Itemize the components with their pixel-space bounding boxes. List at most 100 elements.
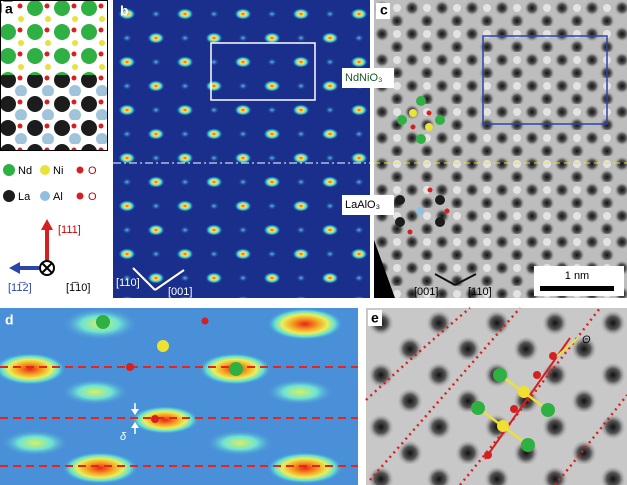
figure-shape [410, 124, 416, 130]
label-bg [342, 195, 394, 215]
crystal-top [0, 0, 108, 75]
figure-shape [493, 368, 507, 382]
figure-shape [484, 451, 492, 459]
panel-label: a [5, 1, 13, 17]
figure-shape [206, 430, 274, 456]
label-bg [342, 68, 394, 88]
figure-shape [395, 217, 405, 227]
figure-shape [126, 363, 134, 371]
direction-arrows [434, 273, 477, 286]
figure-shape [416, 207, 424, 215]
roi-box [482, 35, 608, 125]
panel-label: c [380, 2, 388, 18]
panel-label: b [120, 3, 129, 19]
label-bg [2, 2, 16, 18]
figure-shape [0, 353, 66, 385]
figure-shape [521, 438, 535, 452]
frame [0, 0, 108, 151]
figure-shape [533, 371, 541, 379]
layer-label: LaAlO₃ [345, 199, 380, 211]
figure-shape [62, 452, 138, 484]
figure-shape [444, 208, 450, 214]
figure-shape [541, 403, 555, 417]
figure-shape [407, 229, 413, 235]
direction-label: [001] [168, 286, 192, 298]
legend-label: La [18, 191, 31, 203]
symbol: Θ [582, 334, 591, 346]
figure-shape [267, 308, 343, 340]
legend-label: Al [53, 191, 63, 203]
legend-label: Nd [18, 165, 32, 177]
figure-shape [549, 352, 557, 360]
figure-shape [369, 307, 521, 481]
legend-label: Ni [53, 165, 63, 177]
symbol: δ [120, 431, 127, 443]
atom-cluster [397, 96, 445, 144]
label-bg [376, 3, 390, 19]
roi-box [210, 42, 316, 101]
layer-label: NdNiO₃ [345, 72, 383, 84]
axis-label: [111] [58, 224, 81, 236]
direction-label: [110] [116, 277, 140, 289]
figure-shape [229, 362, 243, 376]
panel-label: d [5, 312, 14, 328]
scale-bar [540, 286, 614, 291]
arrow-head [9, 262, 20, 274]
panel-e [365, 307, 627, 485]
figure-shape [426, 110, 432, 116]
figure-shape [435, 115, 445, 125]
figure-shape [266, 379, 334, 405]
figure-shape [518, 386, 530, 398]
stem-image [374, 0, 627, 298]
figure-shape [131, 422, 139, 428]
direction-label: [001] [414, 286, 438, 298]
legend-marker [76, 166, 84, 174]
into-page-cross [41, 262, 53, 274]
figure-shape [366, 308, 627, 485]
arrow-head [41, 219, 53, 230]
figure-shape [409, 109, 417, 117]
figure-shape [201, 317, 209, 325]
figure-shape [397, 115, 407, 125]
haadf-map [113, 0, 370, 298]
legend-marker [3, 190, 15, 202]
direction-arrows [132, 267, 185, 291]
panel-label: e [371, 310, 379, 326]
figure-shape [427, 187, 433, 193]
legend-marker [76, 192, 84, 200]
figure-shape [395, 195, 405, 205]
figure-shape [471, 401, 485, 415]
atom-cluster [395, 187, 450, 235]
figure-shape [96, 315, 110, 329]
axis-label: [1̅10] [66, 282, 90, 294]
axis-label: [11̅2] [8, 282, 32, 294]
figure-shape [435, 217, 445, 227]
legend-marker [40, 165, 50, 175]
figure-shape [497, 420, 509, 432]
figure-shape [435, 195, 445, 205]
figure-shape [425, 123, 433, 131]
figure-shape [267, 452, 343, 484]
legend-label: O [88, 165, 97, 177]
legend-marker [40, 191, 50, 201]
crystal-bottom [0, 75, 108, 150]
figure-shape [416, 134, 426, 144]
figure-shape [510, 405, 518, 413]
figure-shape [61, 379, 129, 405]
figure-shape [131, 406, 199, 434]
figure-shape [157, 340, 169, 352]
figure-shape [416, 96, 426, 106]
label-bg [368, 310, 382, 326]
figure-shape [131, 409, 139, 415]
corner [374, 240, 395, 298]
scale-label: 1 nm [565, 270, 589, 282]
figure-shape [554, 337, 579, 359]
legend-label: O [88, 191, 97, 203]
figure-shape [151, 415, 159, 423]
figure-shape [1, 430, 69, 456]
panel-d [0, 308, 358, 485]
legend-marker [3, 164, 15, 176]
